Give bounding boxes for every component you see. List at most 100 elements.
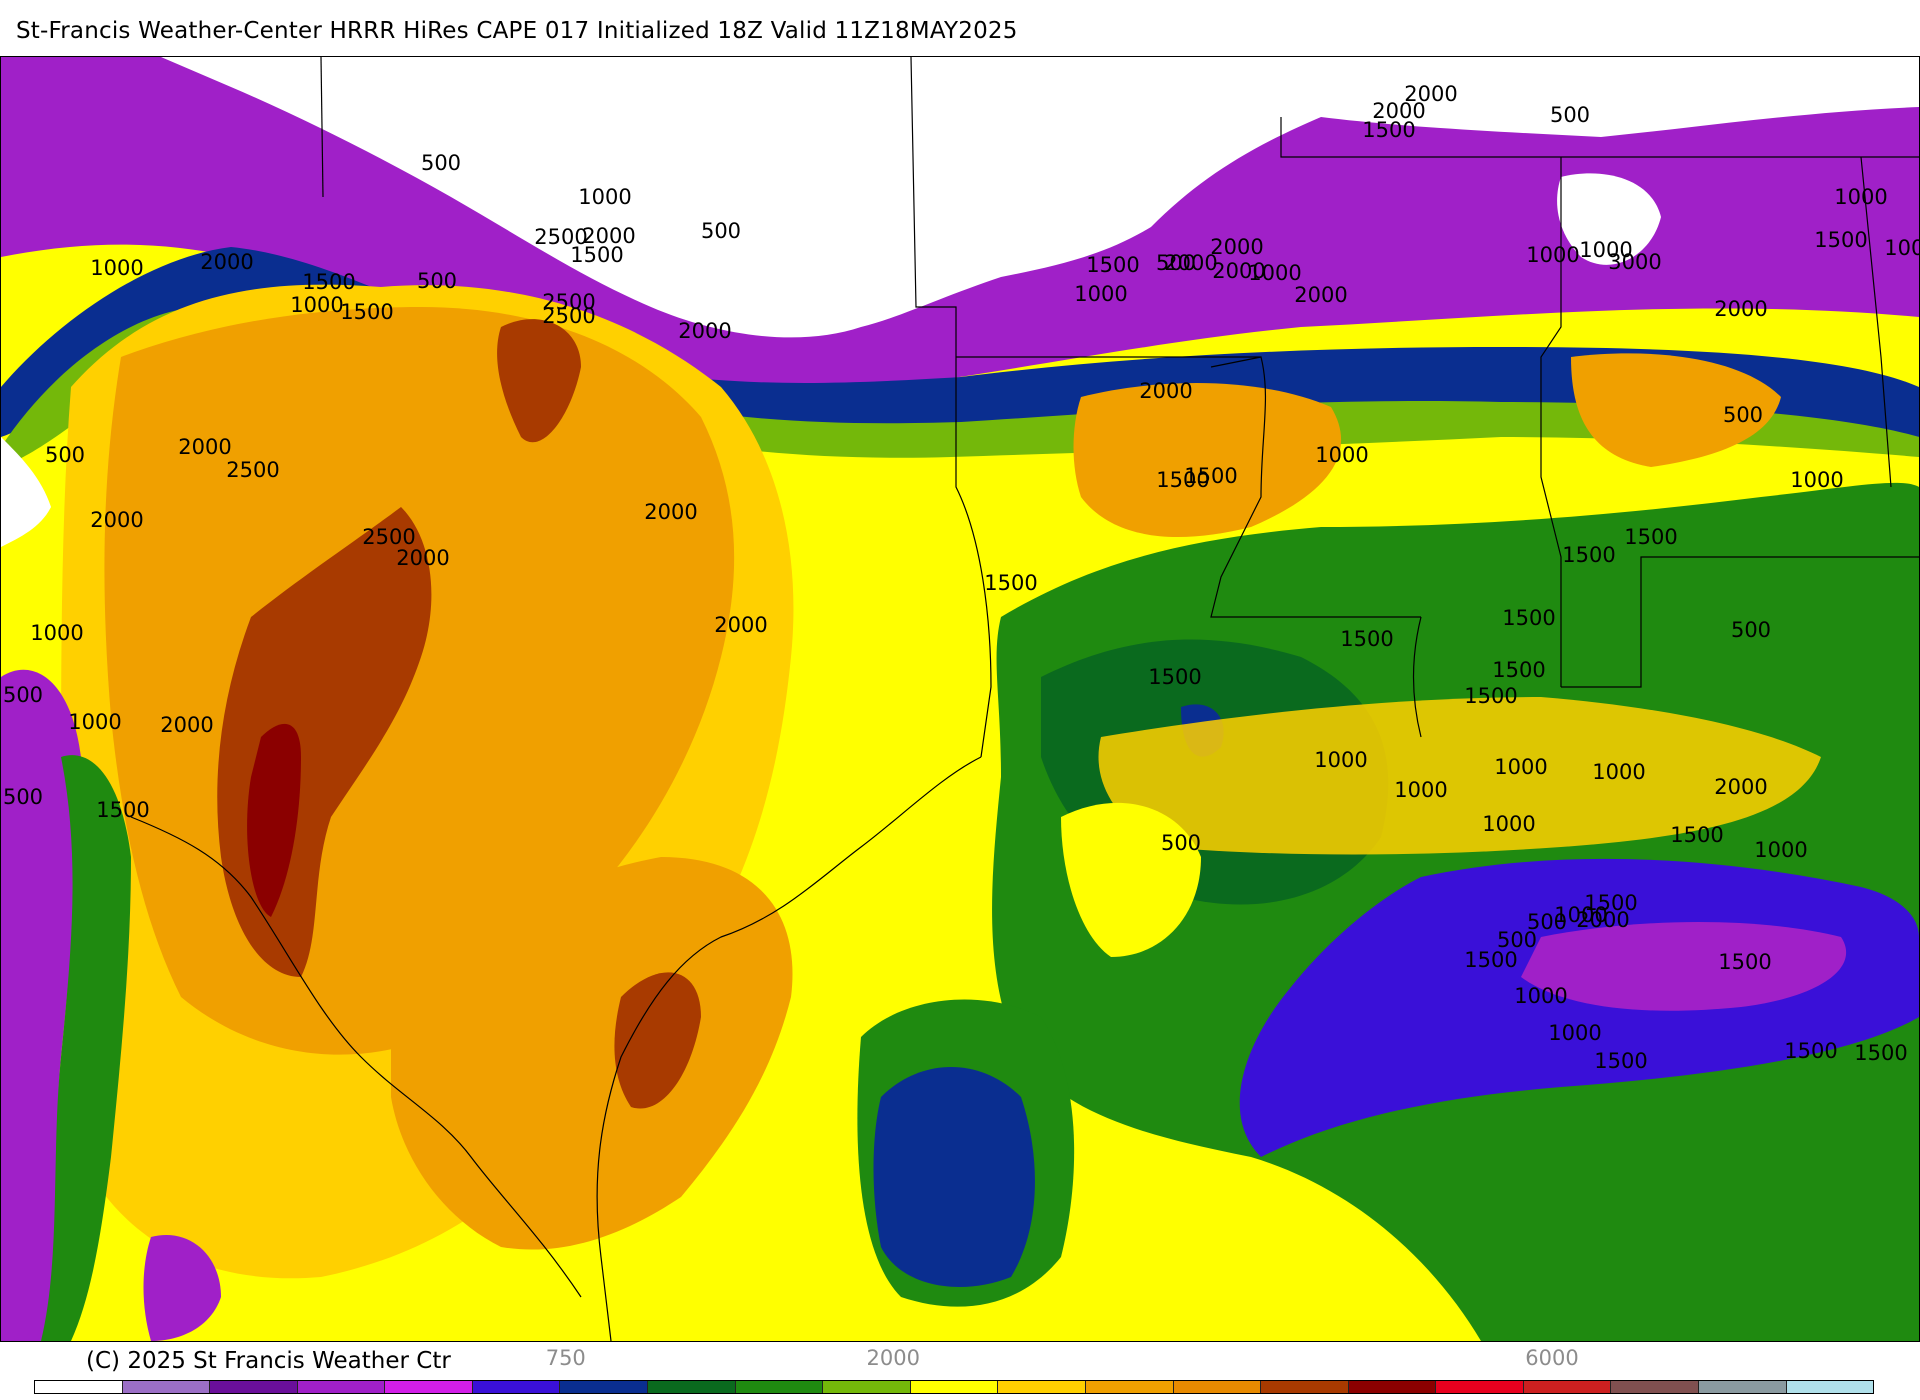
contour-label: 500: [1731, 618, 1771, 642]
contour-label: 1500: [96, 798, 149, 822]
contour-label: 2500: [534, 225, 587, 249]
legend-swatch: [735, 1381, 824, 1393]
legend-swatch: [385, 1381, 473, 1393]
contour-label: 1500: [570, 243, 623, 267]
contour-label: 1500: [1814, 228, 1867, 252]
legend-swatch: [35, 1381, 123, 1393]
legend-tick-2000: 2000: [866, 1346, 920, 1370]
legend-swatch: [1523, 1381, 1612, 1393]
cape-fill-south-texas: [391, 857, 793, 1250]
contour-label: 2000: [1404, 82, 1457, 106]
contour-label: 1000: [1554, 903, 1607, 927]
legend-tick-750: 750: [545, 1346, 586, 1370]
contour-label: 1500: [1362, 118, 1415, 142]
contour-label: 1000: [1834, 185, 1887, 209]
contour-label: 500: [417, 269, 457, 293]
contour-label: 2000: [1212, 259, 1265, 283]
contour-label: 1500: [1624, 525, 1677, 549]
contour-label: 2000: [1139, 379, 1192, 403]
cape-fill-very-high: [247, 723, 301, 917]
contour-label: 1000: [1754, 838, 1807, 862]
cape-fill-high-coast: [614, 972, 701, 1109]
contour-label: 500: [1156, 251, 1196, 275]
legend-swatch: [1261, 1381, 1349, 1393]
cape-fill-green-north: [1, 305, 1919, 467]
contour-label: 1500: [302, 270, 355, 294]
contour-label: 1500: [1184, 464, 1237, 488]
contour-label: 1000: [1526, 243, 1579, 267]
legend-swatch: [210, 1381, 298, 1393]
contour-label: 1000: [1884, 236, 1919, 260]
contour-label: 1500: [1854, 1041, 1907, 1065]
legend-swatch: [648, 1381, 736, 1393]
contour-label: 1500: [1340, 627, 1393, 651]
cape-fill-low-west: [1, 669, 81, 1341]
contour-label: 1000: [1790, 468, 1843, 492]
cape-fill-blue-north: [1, 247, 1919, 437]
cape-fill-green-west: [41, 755, 131, 1341]
contour-label: 1000: [1494, 755, 1547, 779]
cape-fill-mixed-se: [1098, 697, 1821, 855]
map-title: St-Francis Weather-Center HRRR HiRes CAP…: [16, 18, 1018, 44]
contour-label: 500: [45, 443, 85, 467]
contour-label: 500: [3, 785, 43, 809]
contour-label: 500: [421, 151, 461, 175]
contour-label: 2000: [1294, 283, 1347, 307]
legend-swatch: [1085, 1381, 1174, 1393]
contour-label: 2000: [1714, 297, 1767, 321]
contour-label: 1500: [340, 300, 393, 324]
contour-label: 2000: [200, 250, 253, 274]
contour-label: 1500: [1086, 253, 1139, 277]
legend-swatch: [297, 1381, 386, 1393]
legend-swatch: [823, 1381, 911, 1393]
contour-label: 1000: [1074, 282, 1127, 306]
cape-fill-none-north: [161, 57, 1919, 338]
contour-label: 1500: [1594, 1049, 1647, 1073]
contour-label: 1000: [1482, 812, 1535, 836]
contour-label: 2000: [396, 546, 449, 570]
contour-label: 1500: [1156, 468, 1209, 492]
contour-label: 2000: [90, 508, 143, 532]
contour-label: 500: [1161, 831, 1201, 855]
legend-swatch: [1173, 1381, 1262, 1393]
contour-label: 1000: [1514, 984, 1567, 1008]
contour-label: 2500: [226, 458, 279, 482]
contour-label: 2000: [1576, 908, 1629, 932]
contour-label: 2500: [542, 304, 595, 328]
contour-label: 1000: [1592, 760, 1645, 784]
cape-fill-yellow-gulf: [1061, 802, 1201, 957]
cape-fill-none-west: [1, 437, 51, 547]
cape-fill-low-sw: [143, 1235, 221, 1341]
cape-fill-high-north: [497, 319, 581, 443]
legend-tick-6000: 6000: [1525, 1346, 1579, 1370]
legend-swatch: [1436, 1381, 1524, 1393]
contour-label: 500: [1527, 910, 1567, 934]
contour-label: 3000: [1608, 250, 1661, 274]
legend-ticks: 750 2000 6000: [34, 1346, 1874, 1374]
contour-label: 1500: [1148, 665, 1201, 689]
contour-label: 500: [1497, 928, 1537, 952]
contour-label: 2000: [1164, 251, 1217, 275]
contour-label: 2000: [714, 613, 767, 637]
contour-label: 1500: [1464, 948, 1517, 972]
contour-label: 1000: [1548, 1021, 1601, 1045]
contour-label: 1000: [1579, 238, 1632, 262]
legend-swatch: [122, 1381, 211, 1393]
contour-label: 1500: [1464, 684, 1517, 708]
contour-label: 500: [3, 683, 43, 707]
legend-swatch: [1611, 1381, 1699, 1393]
contour-label: 1000: [1314, 748, 1367, 772]
contour-label: 1500: [1502, 606, 1555, 630]
contour-label: 2000: [1714, 775, 1767, 799]
contour-label: 500: [701, 219, 741, 243]
cape-fill-arkansas: [1073, 383, 1342, 537]
color-legend: [34, 1380, 1874, 1394]
contour-label: 1000: [290, 293, 343, 317]
contour-label: 2000: [1372, 99, 1425, 123]
contour-label: 1500: [984, 571, 1037, 595]
contour-label: 500: [1723, 403, 1763, 427]
contour-label: 1000: [1248, 261, 1301, 285]
contour-label: 1000: [1394, 778, 1447, 802]
contour-label: 2000: [582, 224, 635, 248]
